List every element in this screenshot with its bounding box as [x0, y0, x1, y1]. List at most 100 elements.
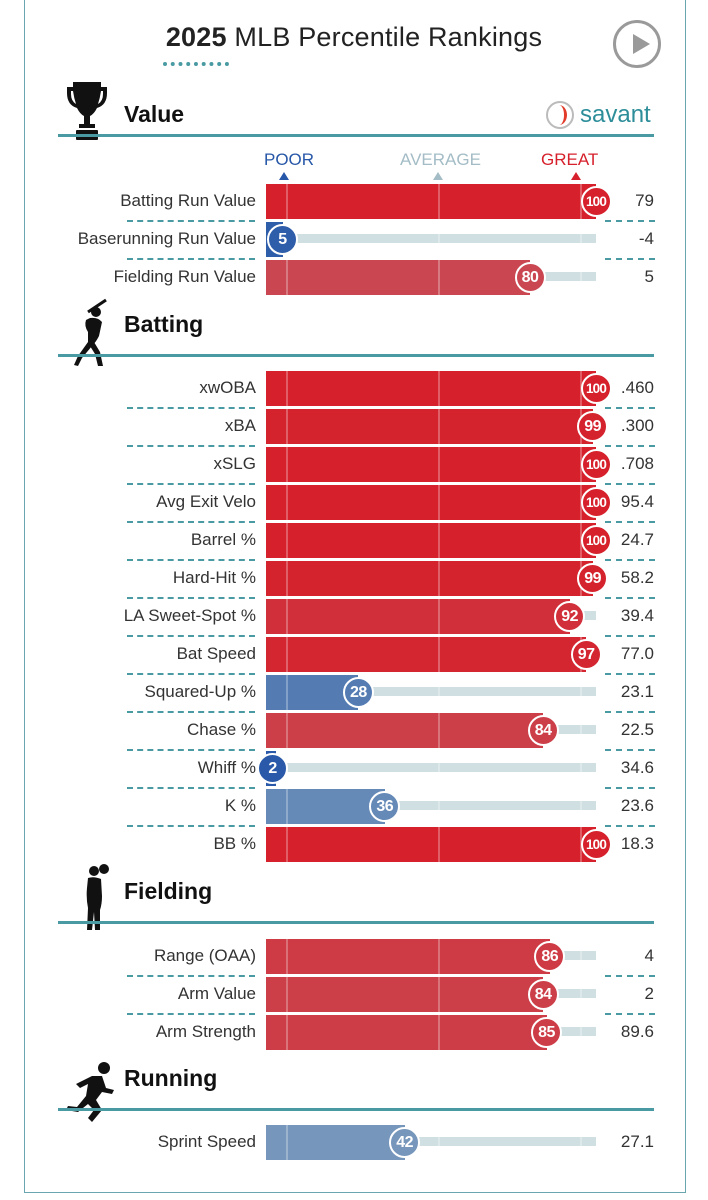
metric-row[interactable]: Sprint Speed 42 27.1 [0, 1125, 708, 1160]
metric-row[interactable]: Baserunning Run Value 5 -4 [0, 222, 708, 257]
metric-row[interactable]: K % 36 23.6 [0, 789, 708, 824]
percentile-badge: 42 [389, 1127, 421, 1158]
metric-value: -4 [638, 229, 654, 248]
scale-tick [437, 523, 440, 558]
scale-tick [285, 599, 288, 634]
section-divider [58, 1108, 654, 1111]
scale-tick [579, 789, 582, 824]
metric-label: xSLG [213, 454, 256, 473]
scale-tick [437, 184, 440, 219]
scale-tick [437, 1125, 440, 1160]
percentile-bar [266, 561, 593, 596]
scale-tick [285, 260, 288, 295]
percentile-bar [266, 713, 544, 748]
play-button[interactable] [613, 20, 661, 68]
scale-tick [437, 751, 440, 786]
percentile-badge: 100 [580, 487, 612, 518]
scale-tick [437, 371, 440, 406]
percentile-badge: 84 [527, 715, 559, 746]
metric-row[interactable]: Batting Run Value 100 79 [0, 184, 708, 219]
row-separator [127, 1012, 255, 1015]
row-separator [127, 257, 255, 260]
row-separator [605, 1012, 655, 1015]
metric-label: xwOBA [199, 378, 256, 397]
scale-tick [437, 675, 440, 710]
metric-label: BB % [213, 834, 256, 853]
metric-value: 79 [635, 191, 654, 210]
row-separator [605, 482, 655, 485]
poor-marker-icon [279, 172, 289, 180]
scale-tick [579, 751, 582, 786]
row-separator [127, 786, 255, 789]
metric-row[interactable]: Bat Speed 97 77.0 [0, 637, 708, 672]
scale-tick [285, 561, 288, 596]
scale-label-great: GREAT [541, 150, 599, 169]
metric-row[interactable]: Hard-Hit % 99 58.2 [0, 561, 708, 596]
row-separator [605, 974, 655, 977]
scale-tick [579, 260, 582, 295]
metric-row[interactable]: LA Sweet-Spot % 92 39.4 [0, 599, 708, 634]
percentile-badge: 99 [577, 411, 609, 442]
row-separator [605, 710, 655, 713]
percentile-bar [266, 184, 596, 219]
metric-label: Arm Strength [155, 1022, 256, 1041]
scale-tick [579, 939, 582, 974]
metric-label: Sprint Speed [157, 1132, 256, 1151]
metric-value: 2 [644, 984, 654, 1003]
row-separator [127, 974, 255, 977]
metric-row[interactable]: xSLG 100 .708 [0, 447, 708, 482]
percentile-track [266, 234, 596, 243]
metric-row[interactable]: BB % 100 18.3 [0, 827, 708, 862]
scale-tick [437, 599, 440, 634]
percentile-bar [266, 977, 544, 1012]
scale-tick [579, 1015, 582, 1050]
card-frame [24, 0, 686, 1193]
row-separator [605, 824, 655, 827]
percentile-badge: 36 [369, 791, 401, 822]
percentile-badge: 80 [514, 262, 546, 293]
percentile-bar [266, 789, 385, 824]
metric-row[interactable]: Range (OAA) 86 4 [0, 939, 708, 974]
metric-row[interactable]: Arm Value 84 2 [0, 977, 708, 1012]
percentile-badge: 100 [580, 449, 612, 480]
row-separator [127, 558, 255, 561]
metric-row[interactable]: Squared-Up % 28 23.1 [0, 675, 708, 710]
metric-row[interactable]: xwOBA 100 .460 [0, 371, 708, 406]
row-separator [605, 748, 655, 751]
metric-row[interactable]: xBA 99 .300 [0, 409, 708, 444]
metric-label: Batting Run Value [120, 191, 256, 210]
batter-icon [66, 298, 116, 373]
row-separator [605, 558, 655, 561]
scale-tick [285, 827, 288, 862]
metric-value: 22.5 [620, 720, 654, 739]
scale-tick [437, 260, 440, 295]
savant-logo[interactable]: savant [546, 101, 651, 129]
metric-row[interactable]: Fielding Run Value 80 5 [0, 260, 708, 295]
section-divider [58, 134, 654, 137]
scale-tick [437, 222, 440, 257]
metric-value: 24.7 [620, 530, 654, 549]
metric-row[interactable]: Whiff % 2 34.6 [0, 751, 708, 786]
percentile-badge: 85 [531, 1017, 562, 1048]
percentile-badge: 5 [267, 224, 298, 255]
percentile-track [266, 687, 596, 696]
row-separator [127, 219, 255, 222]
percentile-track [266, 801, 596, 810]
percentile-bar [266, 1125, 405, 1160]
metric-label: LA Sweet-Spot % [123, 606, 256, 625]
row-separator [127, 520, 255, 523]
great-marker-icon [571, 172, 581, 180]
scale-tick [285, 1015, 288, 1050]
metric-value: .708 [620, 454, 654, 473]
percentile-badge: 100 [580, 373, 612, 404]
metric-row[interactable]: Chase % 84 22.5 [0, 713, 708, 748]
metric-row[interactable]: Arm Strength 85 89.6 [0, 1015, 708, 1050]
metric-row[interactable]: Barrel % 100 24.7 [0, 523, 708, 558]
scale-tick [285, 939, 288, 974]
section-title-running: Running [124, 1065, 218, 1091]
scale-tick [285, 977, 288, 1012]
metric-row[interactable]: Avg Exit Velo 100 95.4 [0, 485, 708, 520]
row-separator [127, 824, 255, 827]
scale-tick [437, 827, 440, 862]
metric-value: 39.4 [620, 606, 654, 625]
